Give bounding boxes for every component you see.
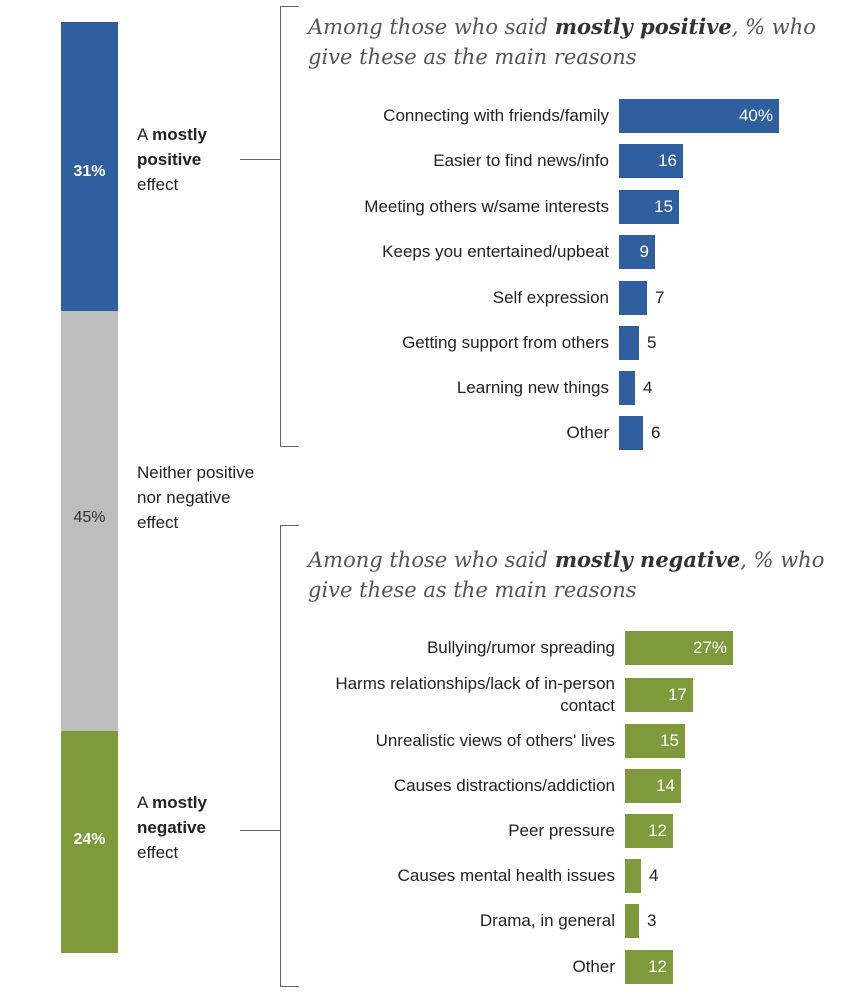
connector-negative [240,830,280,831]
negative-reason-bar [625,904,639,938]
stack-value-negative: 24% [73,831,106,848]
positive-reason-category-label: Self expression [492,288,609,307]
positive-reason-bar [619,416,643,450]
positive-reason-value-label: 16 [658,151,677,170]
stack-segment-neutral [61,311,118,731]
negative-reason-bar [625,950,673,984]
negative-reason-value-label: 4 [649,866,659,885]
positive-reason-value-label: 6 [651,423,661,442]
negative-reason-category-label: Drama, in general [479,911,615,930]
positive-reason-bar [619,190,679,224]
negative-reason-category-label: Causes mental health issues [397,866,615,885]
bracket-positive [280,6,299,447]
negative-reason-bar [625,859,641,893]
positive-reason-category-label: Other [566,423,609,442]
stack-segment-positive [61,22,118,311]
negative-reason-category-label: Peer pressure [508,821,615,840]
negative-reason-category-label: Harms relationships/lack of in-person co… [335,674,615,715]
positive-reason-category-label: Learning new things [456,378,609,397]
positive-reason-category-label: Connecting with friends/family [383,106,609,125]
positive-reason-category-label: Easier to find news/info [433,151,609,170]
positive-reason-value-label: 40% [738,106,773,125]
negative-reason-category-label: Other [572,957,615,976]
positive-reason-bar [619,235,655,269]
positive-reason-value-label: 15 [654,197,673,216]
negative-reason-value-label: 14 [656,776,675,795]
category-label-neutral: Neither positive nor negative effect [137,463,255,532]
positive-panel-title: Among those who said mostly positive, % … [308,14,816,69]
positive-reason-bar [619,281,647,315]
negative-reason-bar [625,814,673,848]
stack-value-positive: 31% [73,163,106,180]
positive-reason-bar [619,144,683,178]
connector-positive [240,159,280,160]
negative-reason-bar [625,678,693,712]
positive-reason-bar [619,326,639,360]
negative-reason-value-label: 27% [692,638,727,657]
positive-reason-category-label: Keeps you entertained/upbeat [382,242,609,261]
negative-reason-category-label: Bullying/rumor spreading [426,638,615,657]
stack-value-neutral: 45% [73,509,106,526]
positive-reason-category-label: Getting support from others [402,333,609,352]
negative-reason-category-label: Unrealistic views of others' lives [375,731,615,750]
negative-reason-bar [625,769,681,803]
negative-reason-bar [625,724,685,758]
positive-reason-bar [619,99,779,133]
positive-reason-value-label: 5 [647,333,657,352]
bracket-negative [280,525,299,987]
negative-reason-value-label: 3 [647,911,657,930]
positive-reason-value-label: 4 [643,378,653,397]
negative-panel-title: Among those who said mostly negative, % … [308,547,825,602]
negative-reason-category-label: Causes distractions/addiction [393,776,615,795]
category-label-negative: A mostly negative effect [137,793,207,862]
negative-reason-bar [625,631,733,665]
positive-reason-category-label: Meeting others w/same interests [364,197,609,216]
positive-reason-value-label: 7 [655,288,665,307]
negative-reason-value-label: 12 [648,957,667,976]
negative-reason-value-label: 17 [668,685,687,704]
negative-reason-value-label: 15 [660,731,679,750]
category-label-positive: A mostly positive effect [137,125,207,194]
positive-reason-value-label: 9 [639,242,649,261]
stack-segment-negative [61,731,118,953]
positive-reason-bar [619,371,635,405]
negative-reason-value-label: 12 [648,821,667,840]
